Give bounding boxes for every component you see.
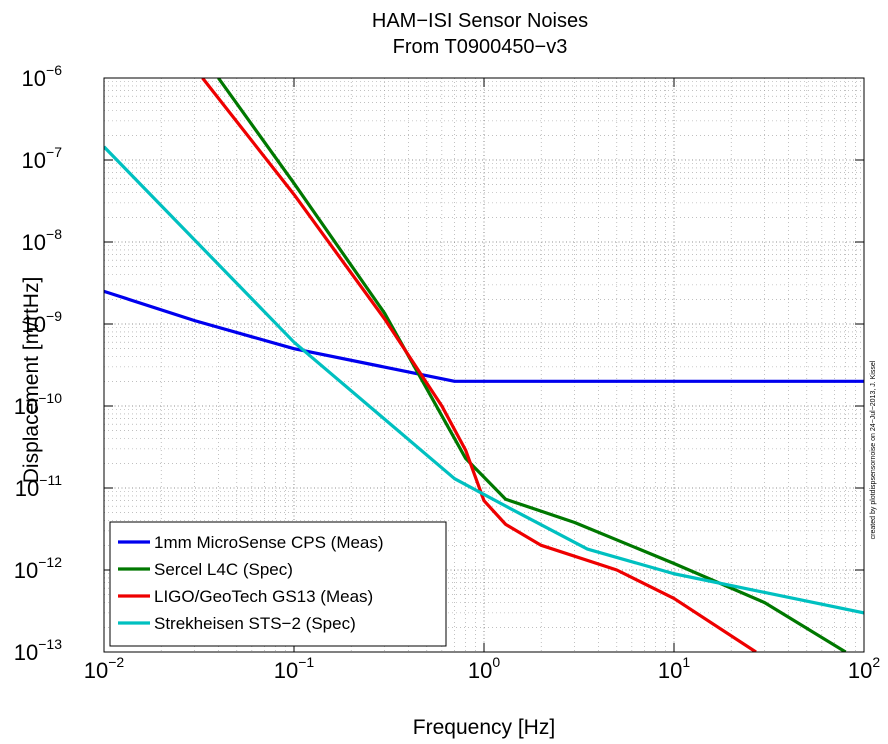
x-tick-label: 10−1 [274,654,315,683]
credit-annotation: created by plotdispsensornoise on 24−Jul… [870,360,877,539]
series-line-4 [104,145,864,615]
series-line-3 [201,78,757,652]
y-tick-label: 10−9 [22,308,63,337]
legend-label: LIGO/GeoTech GS13 (Meas) [154,587,373,606]
series-line-2 [217,78,847,652]
y-tick-label: 10−10 [14,390,62,419]
x-axis-label: Frequency [Hz] [413,716,555,739]
y-tick-label: 10−7 [22,144,63,173]
legend-label: Strekheisen STS−2 (Spec) [154,614,356,633]
chart-subtitle: From T0900450−v3 [393,36,568,58]
series-line-1 [104,289,864,383]
legend-box [109,521,447,647]
plot-lines [104,78,864,652]
x-tick-label: 10−2 [84,654,125,683]
y-tick-label: 10−8 [22,226,63,255]
y-tick-label: 10−13 [14,636,62,665]
y-tick-label: 10−6 [22,62,63,91]
x-tick-label: 101 [658,654,690,683]
legend-label: Sercel L4C (Spec) [154,560,293,579]
x-tick-label: 100 [468,654,500,683]
tick-labels: 10−2 10−1 100 101 102 10−6 10−7 10−8 10−9 10−10 10… [14,62,881,683]
y-tick-label: 10−11 [15,472,62,501]
legend: 1mm MicroSense CPS (Meas) Sercel L4C (Spe… [109,521,447,647]
legend-label: 1mm MicroSense CPS (Meas) [154,533,384,552]
ticks [103,77,865,653]
chart-title: HAM−ISI Sensor Noises [372,10,588,32]
y-tick-label: 10−12 [14,554,62,583]
y-axis-label: Displacement [m/rtHz] [20,277,43,484]
x-tick-label: 102 [848,654,880,683]
